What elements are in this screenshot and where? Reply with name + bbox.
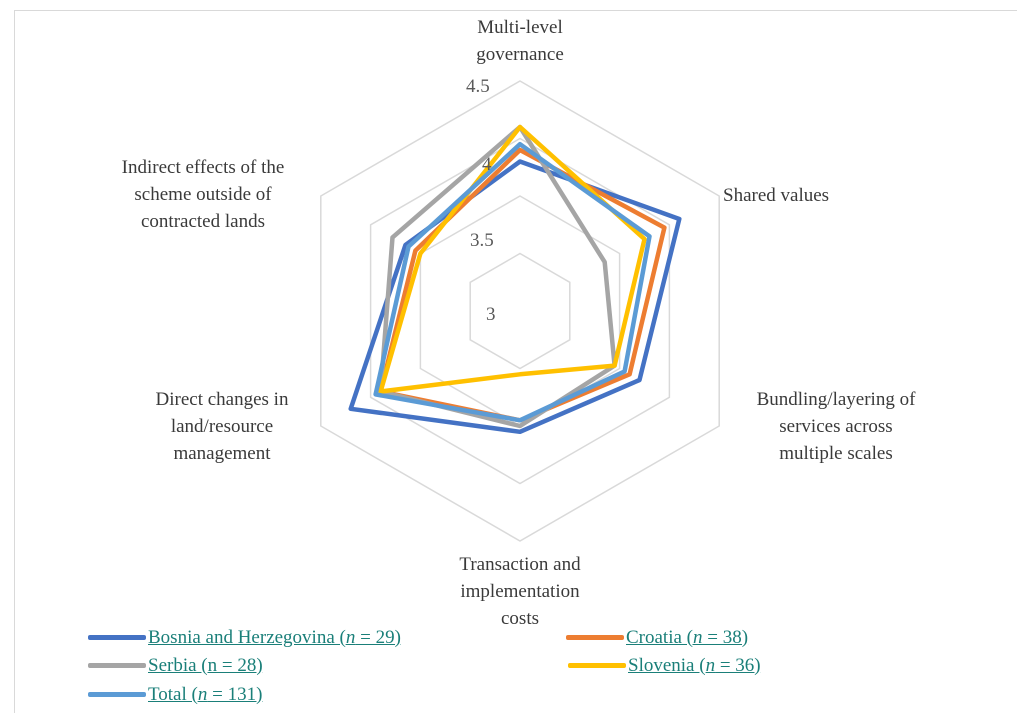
series-line-0 xyxy=(348,159,682,435)
axis-label-line: governance xyxy=(476,44,564,65)
axis-label-line: contracted lands xyxy=(141,211,265,232)
axis-label-line: Indirect effects of the xyxy=(121,157,285,178)
series-line-1 xyxy=(378,147,667,423)
grid-ring-3 xyxy=(469,252,571,370)
series-line-3 xyxy=(378,124,647,394)
axis-label-indirect-effects: Indirect effects of the scheme outside o… xyxy=(88,154,318,235)
axis-label-line: multiple scales xyxy=(779,443,893,464)
legend-item-slovenia[interactable]: Slovenia (n = 36) xyxy=(568,652,761,679)
axis-label-bundling-layering: Bundling/layering of services across mul… xyxy=(716,386,956,467)
axis-label-line: management xyxy=(173,443,271,464)
legend-link-bosnia[interactable]: Bosnia and Herzegovina (n = 29) xyxy=(148,626,401,648)
legend-swatch-serbia xyxy=(88,663,146,668)
frame-top-border xyxy=(14,10,1017,11)
legend-swatch-croatia xyxy=(566,635,624,640)
legend-link-total[interactable]: Total (n = 131) xyxy=(148,683,263,705)
tick-label-4: 4 xyxy=(482,154,492,175)
series-line-2 xyxy=(378,124,617,429)
legend-swatch-bosnia xyxy=(88,635,146,640)
legend-swatch-slovenia xyxy=(568,663,626,668)
axis-label-line: services across xyxy=(779,416,893,437)
series-layer xyxy=(348,124,682,435)
grid-ring-4-5 xyxy=(320,80,720,542)
legend-swatch-total xyxy=(88,692,146,697)
axis-label-line: costs xyxy=(501,608,539,629)
axis-label-line: land/resource xyxy=(170,416,274,437)
tick-label-3: 3 xyxy=(486,304,496,325)
axis-label-line: implementation xyxy=(460,581,580,602)
legend-link-serbia[interactable]: Serbia (n = 28) xyxy=(148,654,263,676)
axis-label-multi-level-governance: Multi-level governance xyxy=(420,14,620,68)
axis-label-line: Bundling/layering of xyxy=(756,389,916,410)
tick-label-3-5: 3.5 xyxy=(470,230,494,251)
legend-link-slovenia[interactable]: Slovenia (n = 36) xyxy=(628,654,761,676)
axis-label-line: Transaction and xyxy=(459,554,581,575)
legend-item-serbia[interactable]: Serbia (n = 28) xyxy=(88,652,263,679)
axis-label-line: Direct changes in xyxy=(155,389,289,410)
axis-label-transaction-costs: Transaction and implementation costs xyxy=(420,551,620,632)
legend-item-bosnia[interactable]: Bosnia and Herzegovina (n = 29) xyxy=(88,624,401,651)
grid-ring-4 xyxy=(369,137,671,485)
series-line-4 xyxy=(373,141,652,423)
legend-link-croatia[interactable]: Croatia (n = 38) xyxy=(626,626,749,648)
axis-label-direct-changes: Direct changes in land/resource manageme… xyxy=(112,386,332,467)
axis-label-line: Multi-level xyxy=(477,17,563,38)
frame-left-border xyxy=(14,10,15,713)
axis-label-line: Shared values xyxy=(723,185,830,206)
tick-label-4-5: 4.5 xyxy=(466,76,490,97)
legend-item-total[interactable]: Total (n = 131) xyxy=(88,681,262,708)
legend-item-croatia[interactable]: Croatia (n = 38) xyxy=(566,624,748,651)
axis-label-shared-values: Shared values xyxy=(723,182,829,209)
axis-label-line: scheme outside of xyxy=(134,184,272,205)
